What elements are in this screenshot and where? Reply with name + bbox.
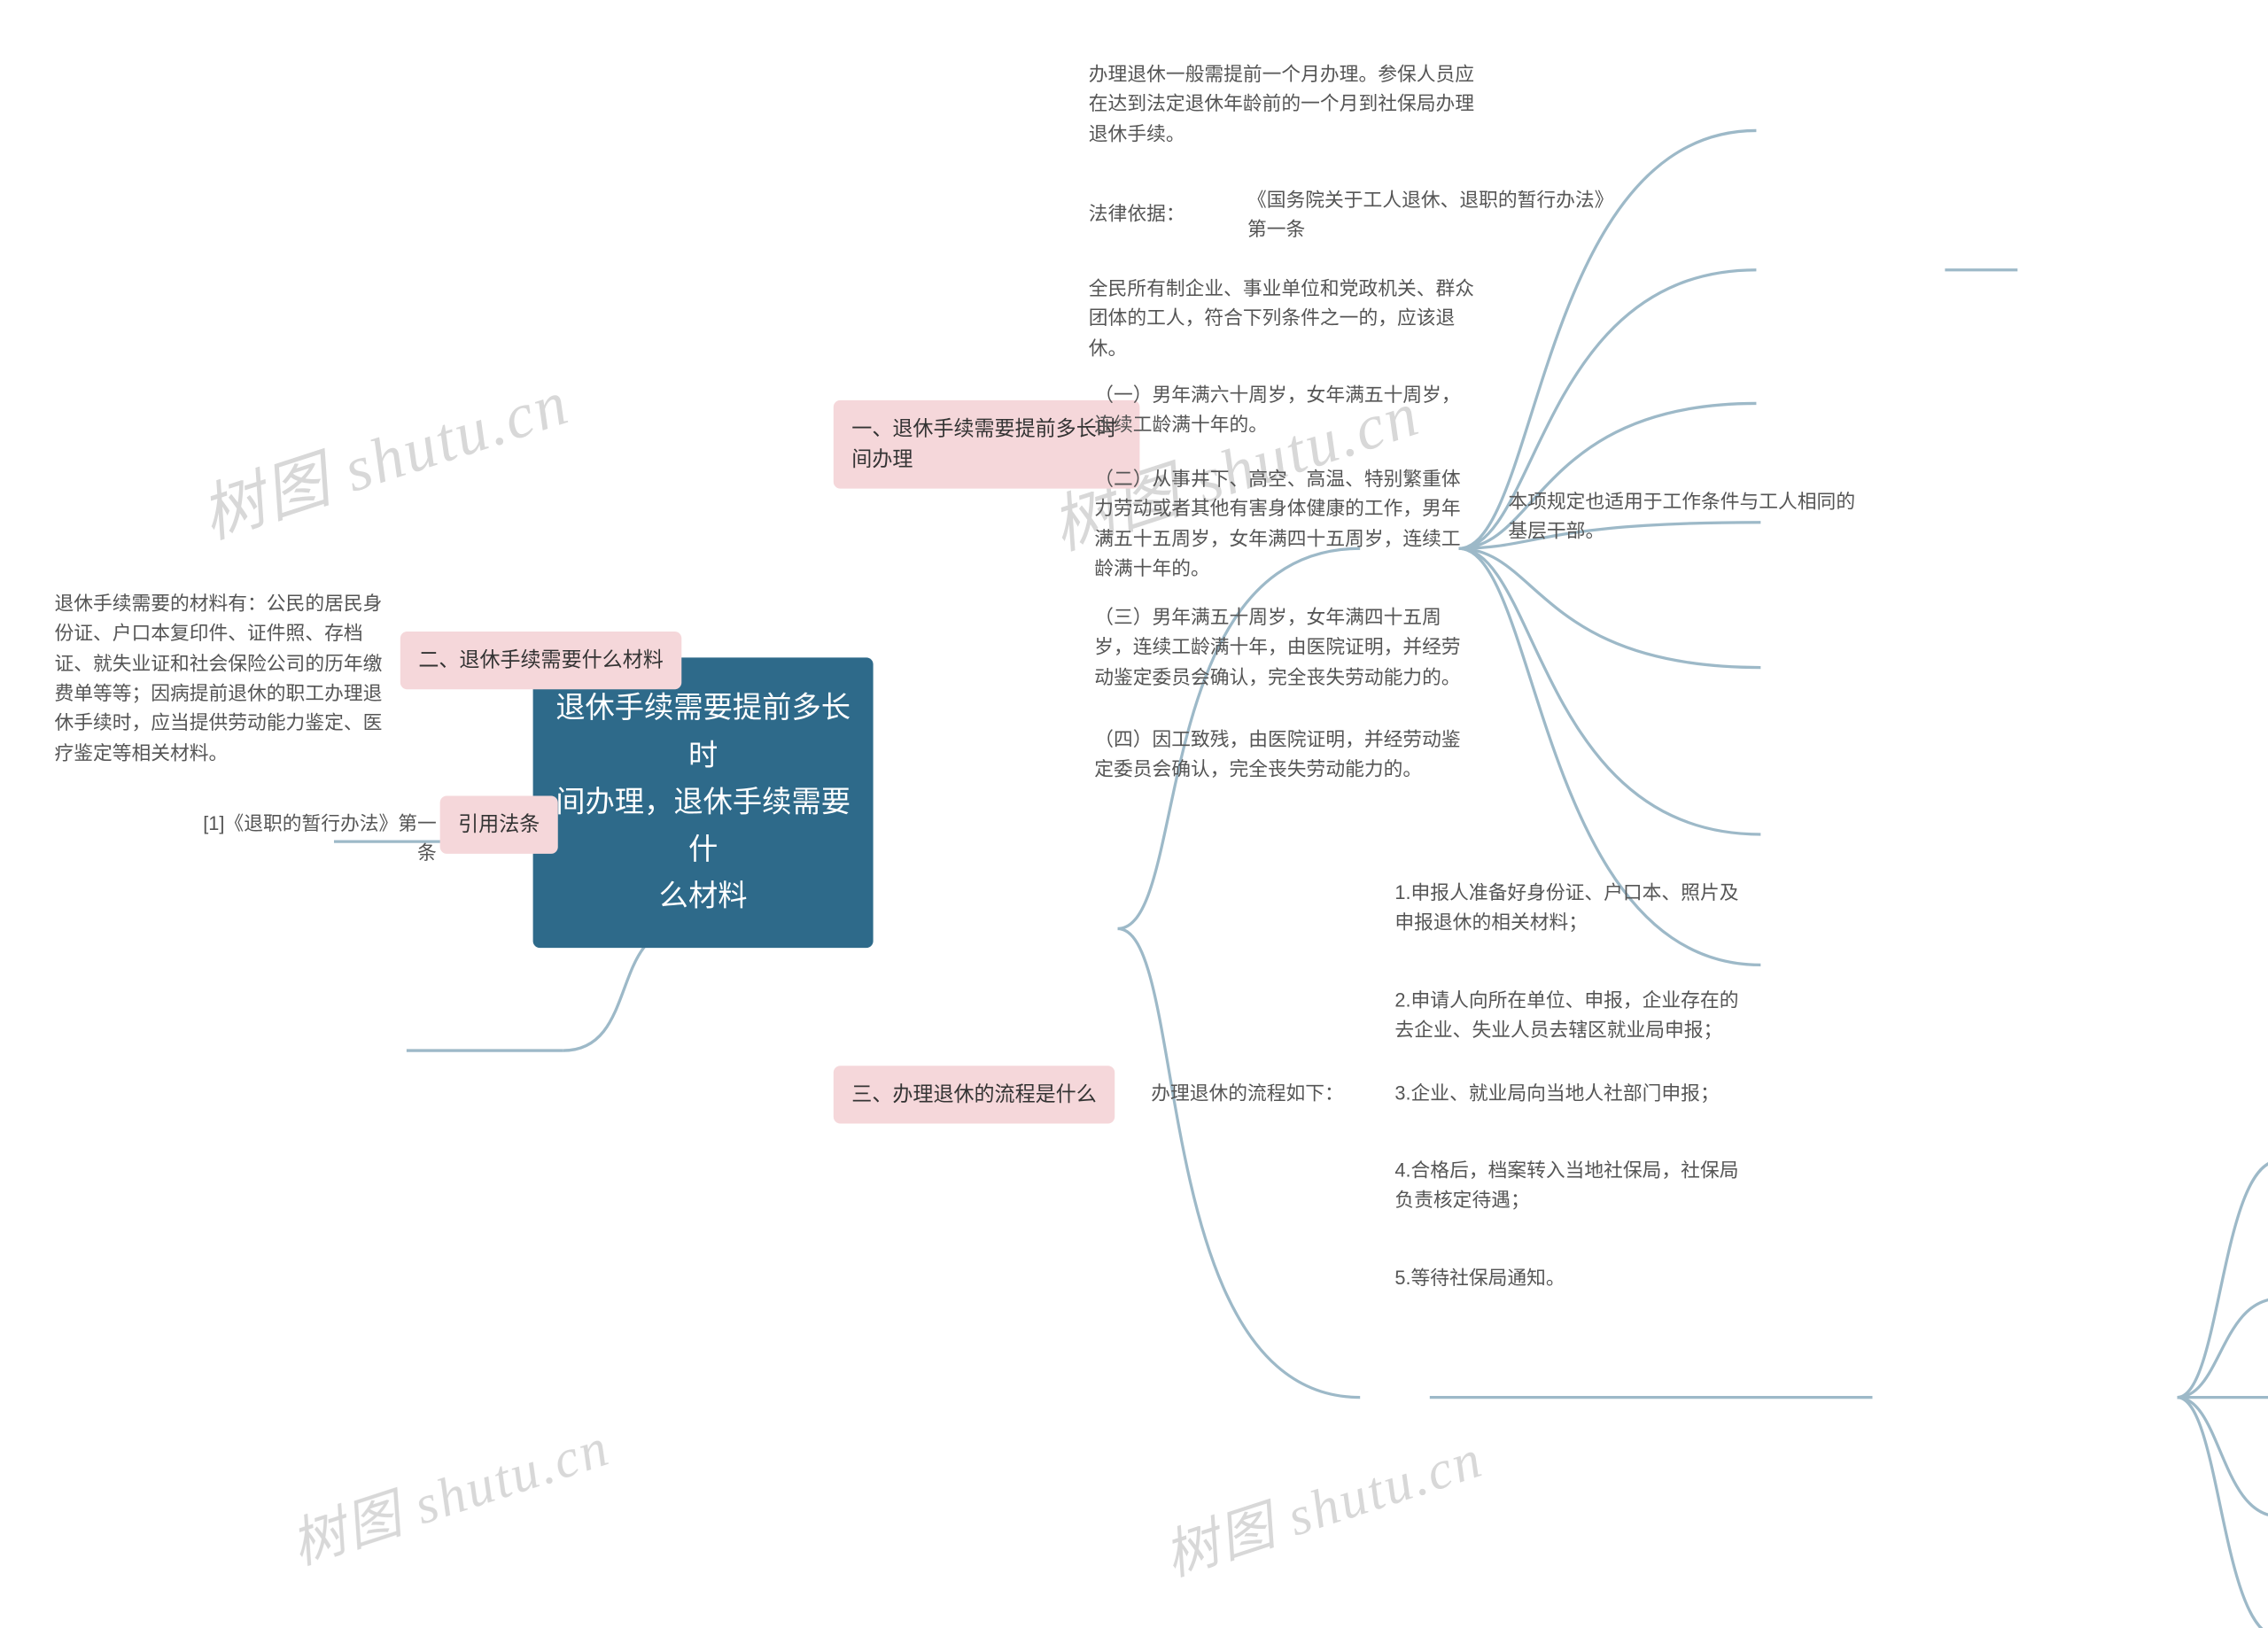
branch-3-label: 三、办理退休的流程是什么 <box>851 1082 1096 1105</box>
leaf-1-5b: 本项规定也适用于工作条件与工人相同的基层干部。 <box>1508 487 1871 547</box>
root-line3: 么材料 <box>659 879 748 912</box>
leaf-3-3: 3.企业、就业局向当地人社部门申报； <box>1394 1080 1758 1110</box>
leaf-1-5: （二）从事井下、高空、高温、特别繁重体力劳动或者其他有害身体健康的工作，男年满五… <box>1094 465 1468 585</box>
leaf-3-2: 2.申请人向所在单位、申报，企业存在的去企业、失业人员去辖区就业局申报； <box>1394 987 1758 1046</box>
leaf-1-2b: 《国务院关于工人退休、退职的暂行办法》第一条 <box>1247 186 1611 245</box>
leaf-1-2: 法律依据： <box>1089 199 1202 229</box>
branch-4: 引用法条 <box>440 796 558 854</box>
branch-4-label: 引用法条 <box>458 813 540 836</box>
root-line1: 退休手续需要提前多长时 <box>555 691 850 772</box>
leaf-3-0: 办理退休的流程如下： <box>1151 1080 1355 1110</box>
root-node: 退休手续需要提前多长时 间办理，退休手续需要什 么材料 <box>533 657 874 948</box>
watermark: 树图 shutu.cn <box>1153 1414 1491 1591</box>
leaf-3-5: 5.等待社保局通知。 <box>1394 1264 1758 1294</box>
watermark: 树图 shutu.cn <box>279 1402 617 1579</box>
branch-1-label: 一、退休手续需要提前多长时间办理 <box>851 417 1117 470</box>
branch-2-label: 二、退休手续需要什么材料 <box>418 648 663 671</box>
branch-3: 三、办理退休的流程是什么 <box>834 1066 1115 1123</box>
leaf-1-6: （三）男年满五十周岁，女年满四十五周岁，连续工龄满十年，由医院证明，并经劳动鉴定… <box>1094 603 1468 693</box>
leaf-2-1: 退休手续需要的材料有：公民的居民身份证、户口本复印件、证件照、存档证、就失业证和… <box>54 590 394 769</box>
leaf-1-4: （一）男年满六十周岁，女年满五十周岁，连续工龄满十年的。 <box>1094 381 1468 440</box>
leaf-3-4: 4.合格后，档案转入当地社保局，社保局负责核定待遇； <box>1394 1157 1758 1216</box>
leaf-1-1: 办理退休一般需提前一个月办理。参保人员应在达到法定退休年龄前的一个月到社保局办理… <box>1089 60 1474 150</box>
leaf-1-3: 全民所有制企业、事业单位和党政机关、群众团体的工人，符合下列条件之一的，应该退休… <box>1089 275 1474 364</box>
watermark: 树图 shutu.cn <box>188 352 579 557</box>
leaf-4-1: [1]《退职的暂行办法》第一条 <box>193 810 437 869</box>
branch-2-node: 二、退休手续需要什么材料 <box>400 632 681 689</box>
leaf-1-7: （四）因工致残，由医院证明，并经劳动鉴定委员会确认，完全丧失劳动能力的。 <box>1094 725 1468 785</box>
root-line2: 间办理，退休手续需要什 <box>555 785 850 866</box>
leaf-3-1: 1.申报人准备好身份证、户口本、照片及申报退休的相关材料； <box>1394 879 1758 938</box>
